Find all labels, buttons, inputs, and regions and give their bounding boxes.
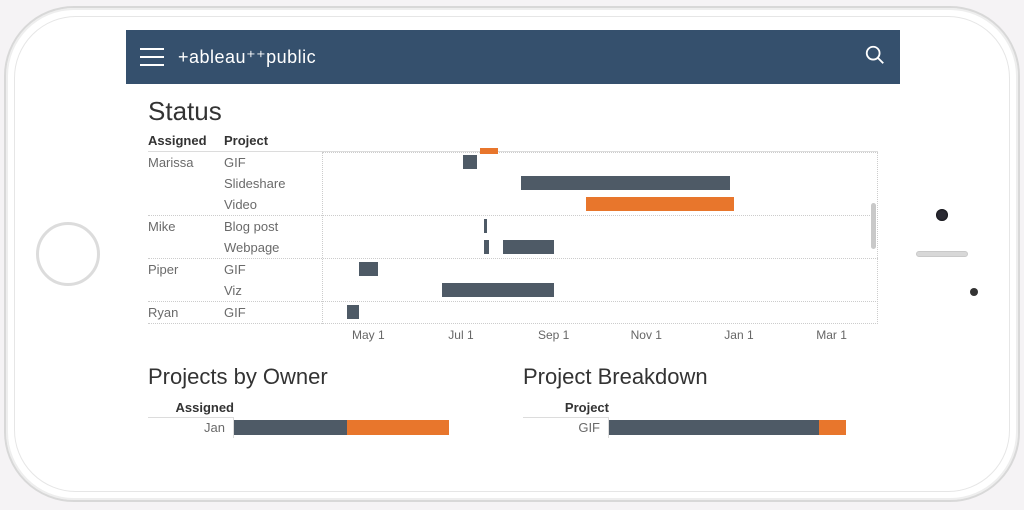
assigned-label: Ryan [148,305,224,320]
search-icon[interactable] [864,44,886,71]
gantt-group: RyanGIF [148,302,878,324]
project-label: Webpage [224,240,322,255]
gantt-group: PiperGIF Viz [148,259,878,302]
project-label: Blog post [224,219,322,234]
axis-tick: Sep 1 [507,328,600,342]
bar-area [609,418,878,438]
gantt-chart: Assigned Project MarissaGIFSlideshareVid… [148,133,878,342]
gantt-plot-cell [322,280,878,301]
gantt-group: MarissaGIF Slideshare Video [148,152,878,216]
bar-area [234,418,503,438]
axis-tick: Mar 1 [785,328,878,342]
gantt-body: MarissaGIFSlideshareVideoMikeBlog postWe… [148,152,878,324]
menu-icon[interactable] [140,48,164,66]
assigned-label: Mike [148,219,224,234]
gantt-bar[interactable] [484,240,489,254]
gantt-plot-cell [322,194,878,215]
gantt-row: RyanGIF [148,302,878,323]
gantt-row: PiperGIF [148,259,878,280]
status-title: Status [148,96,878,127]
col-header-assigned: Assigned [148,133,224,148]
nav-left: +ableau⁺⁺public [140,47,316,68]
proximity-sensor [970,288,978,296]
project-label: GIF [224,262,322,277]
bar-segment[interactable] [234,420,347,435]
project-breakdown-panel: Project Breakdown Project GIF [523,364,878,438]
project-label: Video [224,197,322,212]
gantt-plot-cell [322,152,878,173]
gantt-header: Assigned Project [148,133,878,152]
scrollbar-handle[interactable] [871,203,876,249]
gantt-bar[interactable] [484,219,487,233]
gantt-bar[interactable] [442,283,553,297]
phone-shell: +ableau⁺⁺public Status Assigned Project … [4,6,1020,502]
gantt-row: MikeBlog post [148,216,878,237]
earpiece-speaker [916,251,968,257]
gantt-row: Video [148,194,878,215]
gantt-bar[interactable] [347,305,359,319]
projects-by-owner-rows: Jan [148,418,503,438]
bar-segment[interactable] [819,420,846,435]
stacked-bar-row: GIF [523,418,878,438]
project-breakdown-title: Project Breakdown [523,364,878,390]
project-label: GIF [224,305,322,320]
gantt-row: MarissaGIF [148,152,878,173]
screen: +ableau⁺⁺public Status Assigned Project … [126,30,900,482]
gantt-group: MikeBlog post Webpage [148,216,878,259]
gantt-plot-cell [322,259,878,280]
gantt-plot-cell [322,216,878,237]
row-label: Jan [148,418,234,438]
gantt-bar[interactable] [586,197,734,211]
gantt-row: Webpage [148,237,878,258]
app-logo: +ableau⁺⁺public [178,47,316,68]
gantt-row: Slideshare [148,173,878,194]
gantt-bar[interactable] [521,176,730,190]
col-header-project: Project [224,133,322,148]
nav-bar: +ableau⁺⁺public [126,30,900,84]
gantt-bar[interactable] [480,148,499,154]
gantt-bar[interactable] [503,240,554,254]
bar-segment[interactable] [609,420,819,435]
project-label: Viz [224,283,322,298]
axis-tick: Jul 1 [415,328,508,342]
project-breakdown-header: Project [523,400,609,418]
gantt-plot-cell [322,237,878,258]
gantt-row: Viz [148,280,878,301]
gantt-plot-cell [322,302,878,323]
projects-by-owner-panel: Projects by Owner Assigned Jan [148,364,503,438]
axis-tick: Jan 1 [693,328,786,342]
home-button[interactable] [36,222,100,286]
content-area: Status Assigned Project MarissaGIFSlides… [126,84,900,482]
front-camera [936,209,948,221]
project-label: GIF [224,155,322,170]
gantt-axis: May 1Jul 1Sep 1Nov 1Jan 1Mar 1 [322,324,878,342]
projects-by-owner-title: Projects by Owner [148,364,503,390]
assigned-label: Piper [148,262,224,277]
gantt-bar[interactable] [463,155,477,169]
project-label: Slideshare [224,176,322,191]
axis-tick: May 1 [322,328,415,342]
bar-segment[interactable] [347,420,449,435]
assigned-label: Marissa [148,155,224,170]
gantt-bar[interactable] [359,262,378,276]
lower-panels: Projects by Owner Assigned Jan Project B… [148,364,878,438]
axis-tick: Nov 1 [600,328,693,342]
project-breakdown-rows: GIF [523,418,878,438]
row-label: GIF [523,418,609,438]
projects-by-owner-header: Assigned [148,400,234,418]
gantt-plot-cell [322,173,878,194]
stacked-bar-row: Jan [148,418,503,438]
